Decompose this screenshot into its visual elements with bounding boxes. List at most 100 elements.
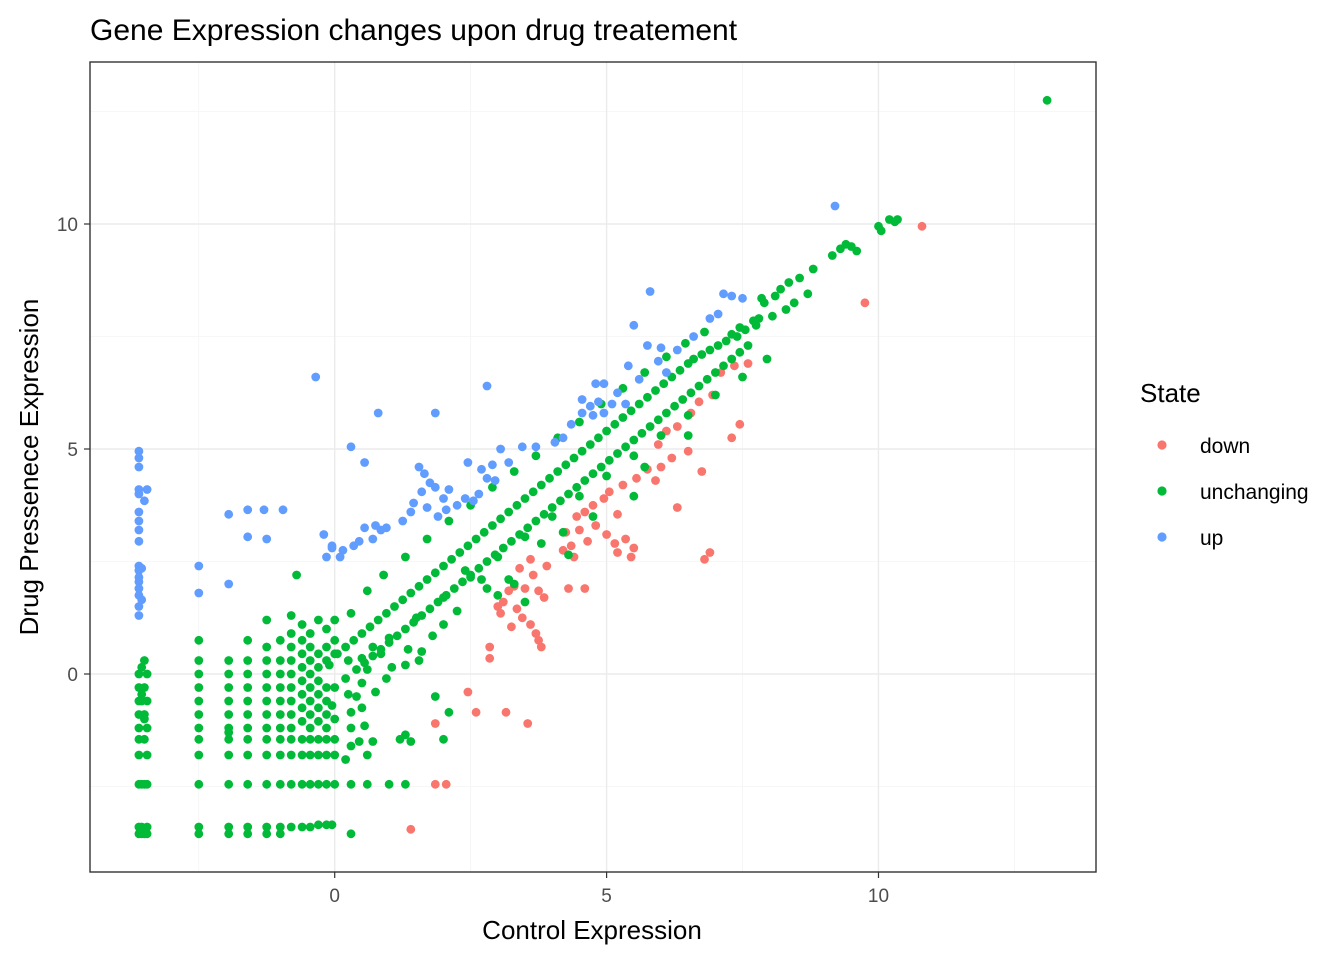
data-point-unchanging <box>621 442 630 452</box>
legend-items: down unchanging up <box>1157 435 1309 550</box>
data-point-unchanging <box>243 779 253 789</box>
data-point-unchanging <box>314 779 323 789</box>
data-point-up <box>623 361 633 371</box>
data-point-down <box>430 719 440 728</box>
data-point-unchanging <box>362 586 372 596</box>
data-point-unchanging <box>686 388 696 398</box>
data-point-unchanging <box>224 822 234 832</box>
data-point-up <box>382 523 391 533</box>
data-point-unchanging <box>368 737 378 746</box>
data-point-down <box>507 622 516 632</box>
data-point-unchanging <box>762 354 772 364</box>
data-point-unchanging <box>194 683 204 692</box>
data-point-down <box>700 554 709 564</box>
data-point-up <box>430 408 440 418</box>
data-point-up <box>504 458 514 467</box>
data-point-unchanging <box>743 341 753 350</box>
data-point-up <box>243 532 253 542</box>
data-point-unchanging <box>417 647 427 656</box>
data-point-unchanging <box>683 359 693 368</box>
data-point-unchanging <box>322 779 331 789</box>
data-point-unchanging <box>482 557 492 566</box>
data-point-down <box>683 446 693 456</box>
data-point-up <box>452 500 462 510</box>
data-point-unchanging <box>675 365 685 375</box>
data-point-unchanging <box>346 723 356 733</box>
data-point-unchanging <box>305 734 315 744</box>
data-point-down <box>531 629 541 638</box>
data-point-up <box>134 516 144 526</box>
data-point-unchanging <box>629 451 639 461</box>
x-tick-label: 0 <box>329 886 340 907</box>
data-point-unchanging <box>134 750 144 760</box>
data-point-unchanging <box>382 608 391 618</box>
data-point-unchanging <box>297 716 307 726</box>
data-point-unchanging <box>140 734 149 744</box>
data-point-unchanging <box>653 415 663 425</box>
data-point-unchanging <box>137 779 147 789</box>
data-point-down <box>493 602 503 611</box>
data-point-unchanging <box>327 820 337 830</box>
data-point-unchanging <box>305 669 315 679</box>
data-point-down <box>626 552 636 562</box>
data-point-unchanging <box>286 750 296 760</box>
data-point-unchanging <box>194 656 204 665</box>
data-point-up <box>398 516 408 526</box>
data-point-up <box>368 534 378 544</box>
data-point-down <box>485 653 495 663</box>
data-point-unchanging <box>545 473 554 483</box>
data-point-unchanging <box>645 422 655 431</box>
data-point-down <box>672 503 682 512</box>
data-point-unchanging <box>531 451 541 461</box>
data-point-unchanging <box>401 660 410 670</box>
data-point-unchanging <box>262 683 272 692</box>
data-point-unchanging <box>305 750 315 760</box>
data-point-unchanging <box>194 734 204 744</box>
data-point-unchanging <box>711 390 720 400</box>
data-point-down <box>672 422 682 431</box>
x-tick-label: 10 <box>868 886 889 907</box>
data-point-unchanging <box>262 829 272 839</box>
data-point-unchanging <box>428 631 437 641</box>
data-point-unchanging <box>414 656 424 665</box>
data-point-unchanging <box>322 624 331 634</box>
data-point-unchanging <box>572 482 582 492</box>
data-point-unchanging <box>411 613 421 623</box>
data-point-up <box>634 374 644 384</box>
data-point-down <box>520 584 530 593</box>
data-point-unchanging <box>275 669 285 679</box>
data-point-up <box>373 408 383 418</box>
data-point-unchanging <box>297 620 307 629</box>
data-point-up <box>259 505 269 515</box>
data-point-up <box>441 505 451 515</box>
data-point-unchanging <box>134 723 144 733</box>
data-point-down <box>406 824 416 834</box>
data-point-down <box>613 509 622 519</box>
data-point-unchanging <box>357 678 367 688</box>
data-point-up <box>224 509 234 519</box>
data-point-unchanging <box>362 750 372 760</box>
data-point-down <box>599 494 609 503</box>
data-point-unchanging <box>286 611 296 620</box>
data-point-unchanging <box>751 320 761 330</box>
data-point-up <box>607 399 617 409</box>
data-point-down <box>485 642 495 652</box>
data-point-down <box>526 620 535 629</box>
data-point-up <box>311 372 321 382</box>
data-point-unchanging <box>346 608 356 618</box>
data-point-unchanging <box>876 226 886 236</box>
data-point-unchanging <box>322 710 331 719</box>
data-point-unchanging <box>243 723 253 733</box>
data-point-up <box>653 356 663 366</box>
data-point-down <box>860 298 870 308</box>
data-point-unchanging <box>243 822 253 832</box>
data-point-unchanging <box>354 737 364 746</box>
data-point-unchanging <box>629 435 639 445</box>
chart-title: Gene Expression changes upon drug treate… <box>90 14 738 47</box>
data-point-unchanging <box>463 541 473 551</box>
data-point-unchanging <box>553 467 563 476</box>
data-point-down <box>572 512 582 521</box>
data-point-unchanging <box>580 476 590 485</box>
data-point-up <box>577 408 587 418</box>
data-point-up <box>482 381 492 391</box>
